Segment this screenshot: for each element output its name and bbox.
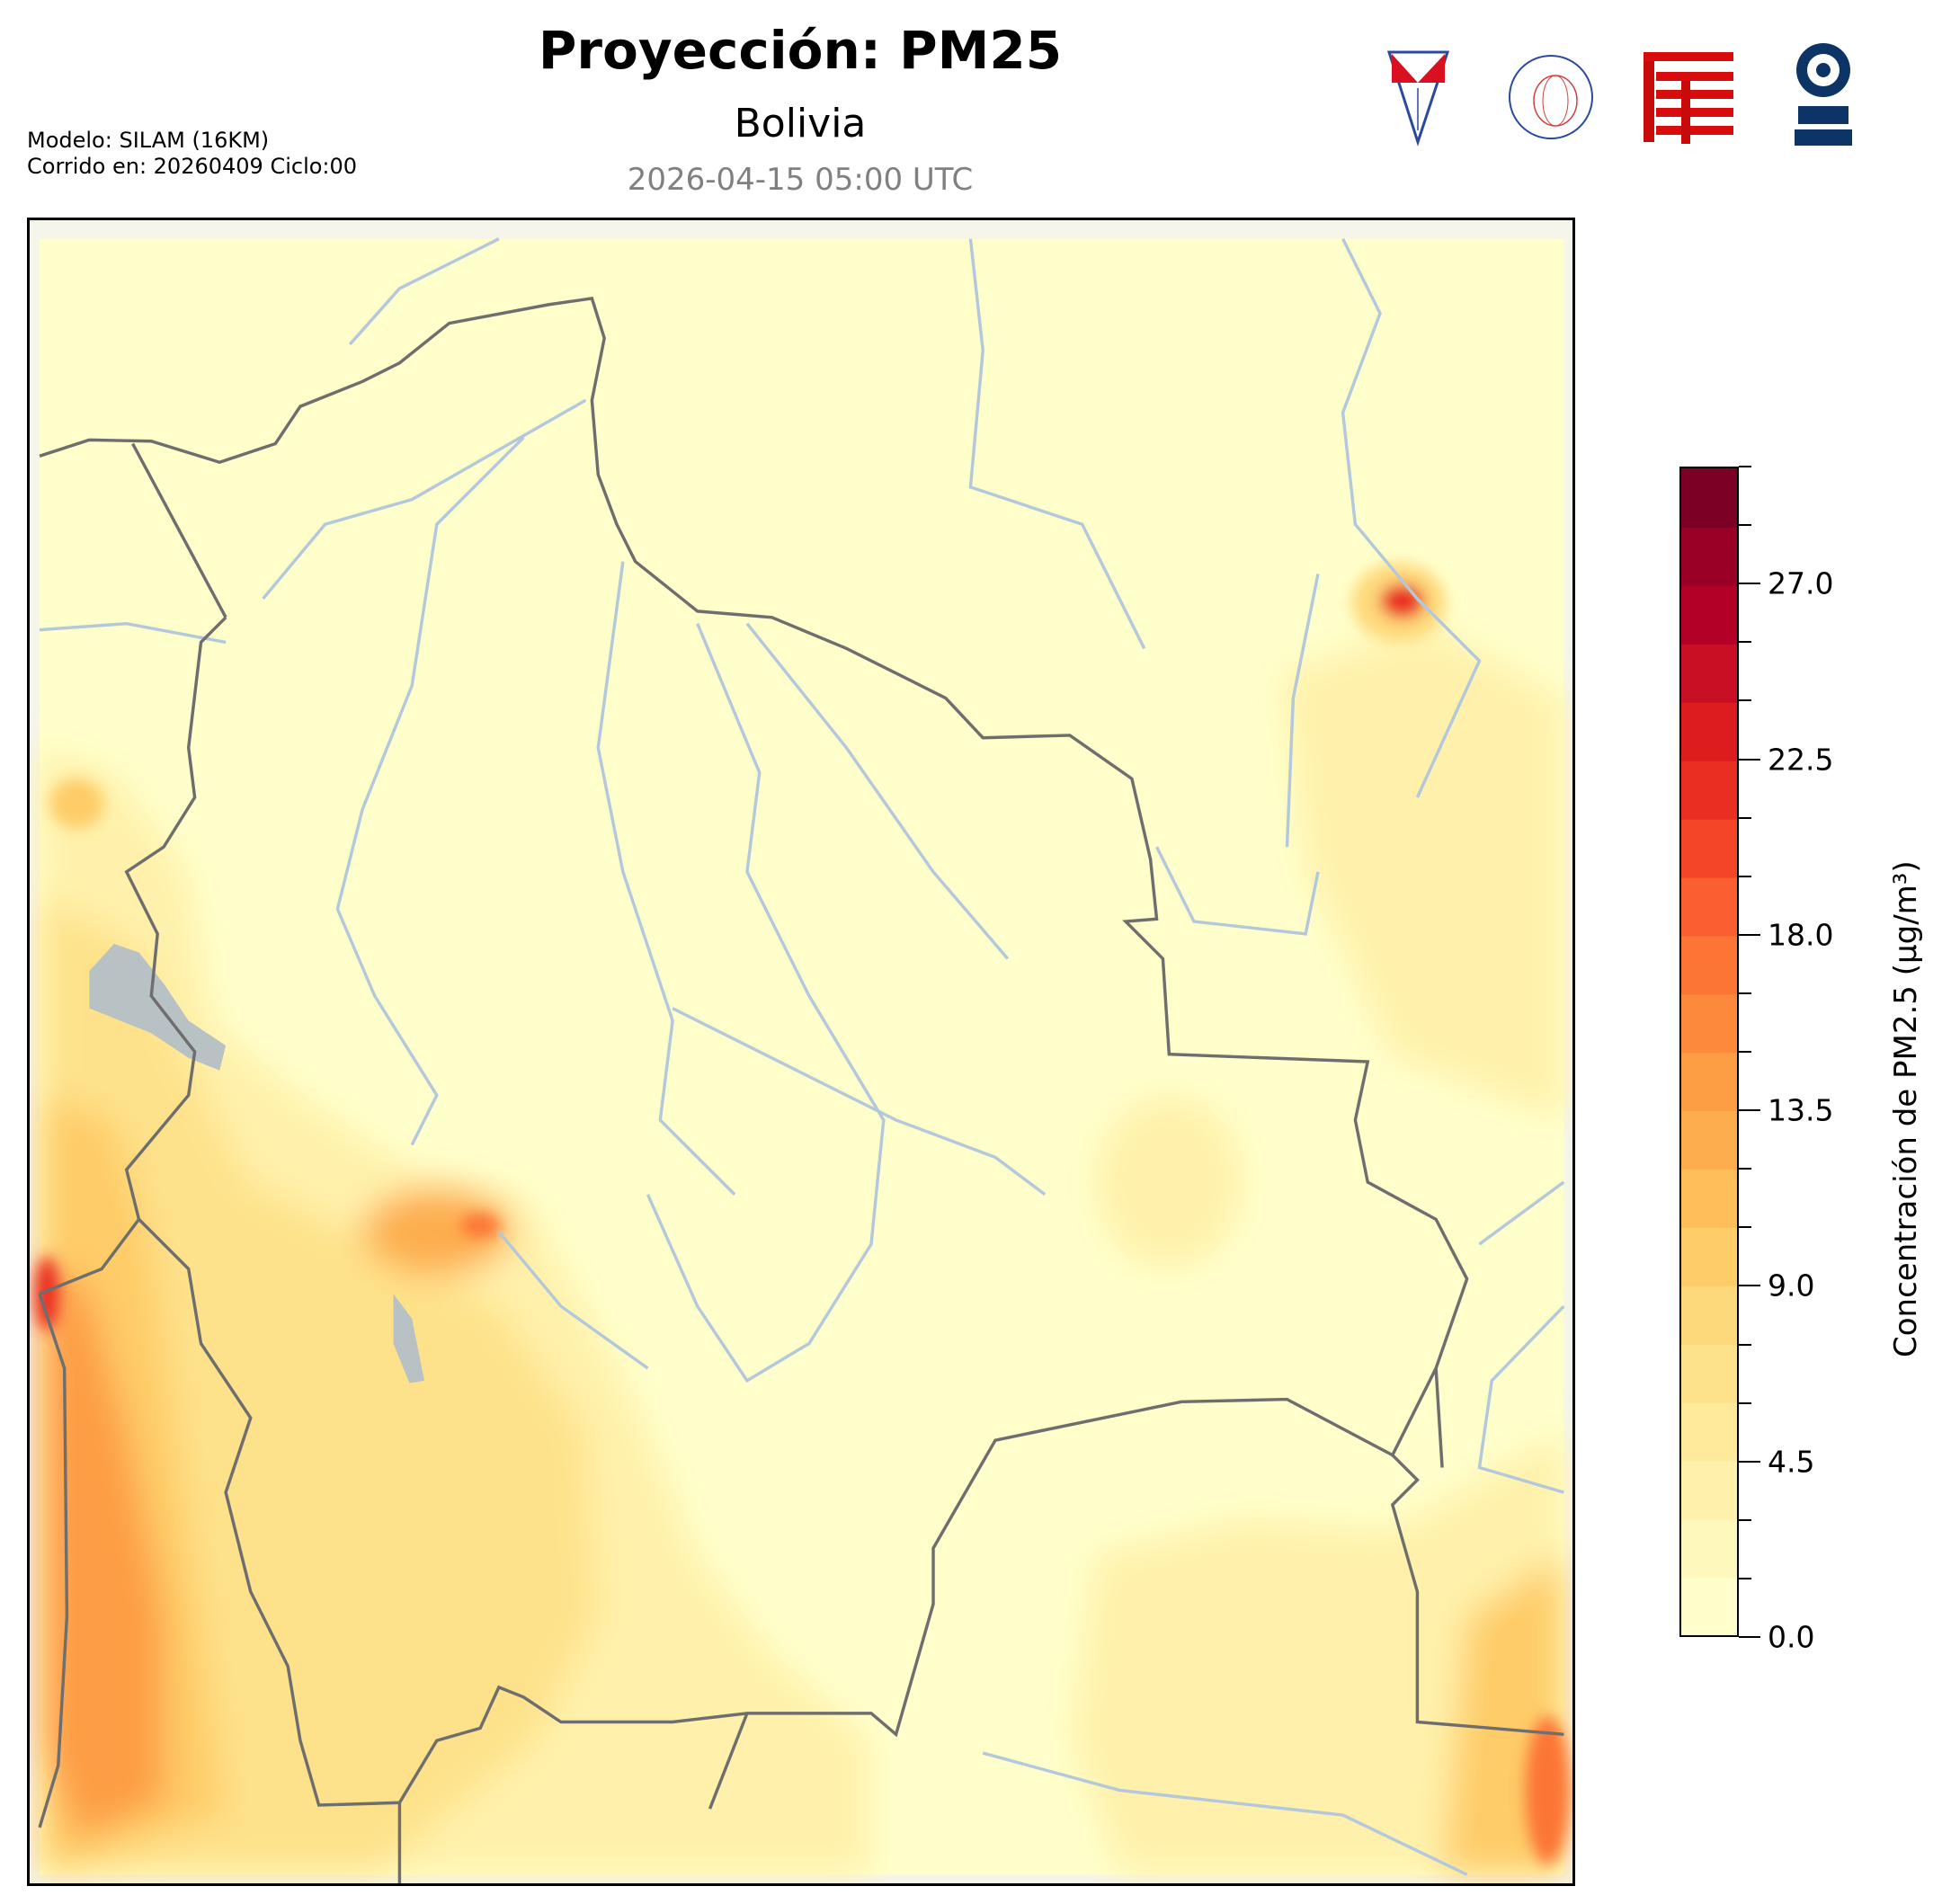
fisica-logo: [1509, 55, 1593, 139]
colorbar-major-tick: [1739, 1109, 1760, 1112]
contour-southeast: [1069, 1430, 1564, 1875]
argentina-west-border: [708, 1713, 749, 1810]
contour-east: [1280, 623, 1564, 1120]
cmc-umss-logo: [1795, 43, 1852, 146]
colorbar-level: [1681, 935, 1737, 995]
colorbar-level: [1681, 760, 1737, 820]
colorbar-major-tick: [1739, 583, 1760, 585]
colorbar-level: [1681, 876, 1737, 937]
map-title: Proyección: PM25: [538, 20, 1063, 81]
colorbar-level: [1681, 993, 1737, 1054]
colorbar-level: [1681, 1109, 1737, 1170]
colorbar-minor-tick: [1739, 1168, 1751, 1170]
colorbar-minor-tick: [1739, 1401, 1751, 1404]
colorbar-minor-tick: [1739, 1577, 1751, 1579]
model-info: Modelo: SILAM (16KM) Corrido en: 2026040…: [27, 128, 357, 180]
country-borders: [38, 297, 1564, 1883]
contour-central-south: [412, 1405, 561, 1481]
colorbar-level: [1681, 1052, 1737, 1112]
colorbar-level: [1681, 468, 1737, 529]
argentina-paraguay-border: [1390, 1454, 1564, 1737]
contour-central: [361, 1188, 512, 1276]
colorbar-level: [1681, 1460, 1737, 1520]
colorbar-minor-tick: [1739, 466, 1751, 467]
colorbar-level: [1681, 1285, 1737, 1345]
contour-andes-core: [40, 1256, 165, 1840]
chile-argentina-border: [38, 1293, 69, 1828]
colorbar-major-tick: [1739, 1285, 1760, 1287]
colorbar-minor-tick: [1739, 1518, 1751, 1521]
colorbar-tick-label: 0.0: [1768, 1619, 1815, 1655]
hotspots: [34, 563, 1571, 1865]
colorbar-minor-tick: [1739, 641, 1751, 644]
colorbar-minor-tick: [1739, 992, 1751, 994]
concentration-contours: [40, 623, 1564, 1875]
colorbar-label: Concentración de PM2.5 (μg/m³): [1888, 860, 1924, 1357]
colorbar-minor-tick: [1739, 816, 1751, 819]
umss-logo: [1386, 50, 1450, 147]
chile-peru-border: [39, 1218, 140, 1295]
colorbar-level: [1681, 818, 1737, 878]
colorbar: [1679, 467, 1739, 1637]
colorbar-tick-label: 13.5: [1768, 1092, 1834, 1128]
colorbar-minor-tick: [1739, 699, 1751, 702]
colorbar-level: [1681, 643, 1737, 703]
colorbar-minor-tick: [1739, 1051, 1751, 1053]
lake-poopo: [393, 1294, 425, 1384]
colorbar-level: [1681, 1226, 1737, 1286]
colorbar-tick-label: 4.5: [1768, 1444, 1815, 1480]
colorbar-level: [1681, 526, 1737, 587]
peru-border: [131, 442, 227, 618]
forecast-datetime: 2026-04-15 05:00 UTC: [627, 162, 974, 198]
fcyt-logo: [1644, 52, 1733, 144]
colorbar-tick-label: 27.0: [1768, 565, 1834, 601]
rivers: [39, 237, 1565, 1876]
colorbar-level: [1681, 1401, 1737, 1462]
bolivia-border: [39, 297, 1469, 1807]
contour-east-center: [1094, 1095, 1244, 1269]
colorbar-level: [1681, 1343, 1737, 1403]
lake-titicaca: [89, 943, 227, 1071]
colorbar-major-tick: [1739, 758, 1760, 761]
colorbar-minor-tick: [1739, 524, 1751, 527]
colorbar-minor-tick: [1739, 1343, 1751, 1346]
colorbar-minor-tick: [1739, 875, 1751, 877]
colorbar-level: [1681, 584, 1737, 645]
logos: [1376, 36, 1879, 162]
colorbar-major-tick: [1739, 1636, 1760, 1638]
colorbar-level: [1681, 1577, 1737, 1635]
colorbar-minor-tick: [1739, 1226, 1751, 1229]
colorbar-level: [1681, 701, 1737, 761]
colorbar-major-tick: [1739, 1460, 1760, 1463]
model-line: Modelo: SILAM (16KM): [27, 128, 270, 153]
colorbar-major-tick: [1739, 933, 1760, 936]
colorbar-tick-label: 9.0: [1768, 1268, 1815, 1303]
pm25-map[interactable]: [27, 218, 1575, 1886]
paraguay-brazil-border: [1434, 1367, 1444, 1468]
colorbar-tick-label: 18.0: [1768, 917, 1834, 953]
colorbar-level: [1681, 1518, 1737, 1579]
colorbar-level: [1681, 1168, 1737, 1228]
colorbar-tick-label: 22.5: [1768, 742, 1834, 777]
run-line: Corrido en: 20260409 Ciclo:00: [27, 154, 358, 179]
region-subtitle: Bolivia: [734, 101, 867, 147]
